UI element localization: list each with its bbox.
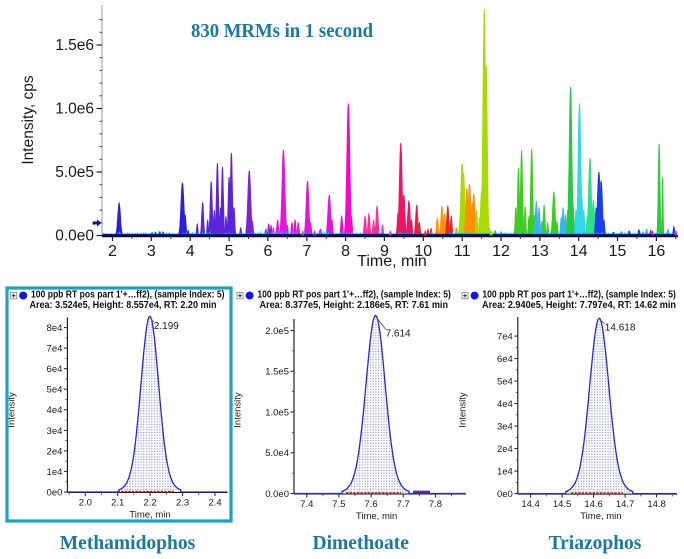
- svg-text:Dimethoate: Dimethoate: [313, 533, 410, 554]
- svg-text:1.0e5: 1.0e5: [265, 407, 289, 418]
- svg-text:2e4: 2e4: [497, 444, 513, 455]
- svg-text:2.0: 2.0: [79, 498, 92, 509]
- svg-text:9: 9: [380, 243, 389, 260]
- svg-text:1.5e6: 1.5e6: [55, 37, 94, 54]
- svg-text:12: 12: [492, 243, 510, 260]
- svg-text:14.618: 14.618: [605, 323, 636, 334]
- svg-text:14.8: 14.8: [647, 499, 666, 510]
- svg-text:13: 13: [531, 243, 549, 260]
- svg-text:1e4: 1e4: [47, 467, 63, 478]
- svg-text:3e4: 3e4: [497, 422, 513, 433]
- svg-text:Triazophos: Triazophos: [549, 533, 642, 554]
- svg-text:4e4: 4e4: [497, 399, 513, 410]
- svg-text:11: 11: [454, 243, 471, 260]
- svg-text:7.6: 7.6: [364, 499, 377, 510]
- svg-text:2.2: 2.2: [143, 498, 156, 509]
- svg-text:0.0e0: 0.0e0: [55, 228, 94, 245]
- svg-text:0e0: 0e0: [497, 489, 513, 500]
- svg-text:100 ppb RT pos part 1'+…ff2),: 100 ppb RT pos part 1'+…ff2), (sample In…: [257, 289, 451, 300]
- svg-text:5e4: 5e4: [47, 385, 63, 396]
- svg-text:1.5e5: 1.5e5: [265, 367, 289, 378]
- svg-text:2.0e5: 2.0e5: [265, 326, 289, 337]
- svg-text:Time, min: Time, min: [356, 511, 397, 522]
- svg-text:0e0: 0e0: [47, 487, 63, 498]
- svg-text:Area: 3.524e5, Height: 8.557e4: Area: 3.524e5, Height: 8.557e4, RT: 2.20…: [30, 300, 217, 311]
- svg-text:7.7: 7.7: [397, 499, 410, 510]
- svg-text:8: 8: [341, 243, 350, 260]
- svg-text:2: 2: [108, 243, 117, 260]
- svg-text:3: 3: [147, 243, 156, 260]
- svg-text:5e4: 5e4: [497, 377, 513, 388]
- svg-text:100 ppb RT pos part 1'+…ff2),: 100 ppb RT pos part 1'+…ff2), (sample In…: [482, 289, 676, 300]
- svg-text:14.5: 14.5: [553, 499, 572, 510]
- svg-text:100 ppb RT pos part 1'+…ff2),: 100 ppb RT pos part 1'+…ff2), (sample In…: [31, 289, 225, 300]
- svg-text:7.8: 7.8: [429, 499, 442, 510]
- svg-text:15: 15: [609, 243, 627, 260]
- svg-text:7.614: 7.614: [386, 328, 411, 339]
- svg-text:14: 14: [570, 243, 588, 260]
- svg-text:6e4: 6e4: [47, 364, 63, 375]
- svg-text:2e4: 2e4: [47, 446, 63, 457]
- svg-text:14.6: 14.6: [584, 499, 603, 510]
- svg-text:6e4: 6e4: [497, 354, 513, 365]
- svg-text:7.5: 7.5: [332, 499, 345, 510]
- svg-text:2.199: 2.199: [154, 321, 179, 332]
- svg-text:5.0e4: 5.0e4: [265, 448, 289, 459]
- svg-text:Intensity: Intensity: [7, 392, 18, 428]
- svg-text:3e4: 3e4: [47, 426, 63, 437]
- svg-text:Time, min: Time, min: [357, 253, 427, 270]
- svg-text:7e4: 7e4: [497, 332, 513, 343]
- svg-text:Time, min: Time, min: [129, 510, 170, 521]
- svg-text:7e4: 7e4: [47, 344, 63, 355]
- svg-text:Area: 8.377e5, Height: 2.186e5: Area: 8.377e5, Height: 2.186e5, RT: 7.61…: [260, 300, 449, 311]
- svg-text:Area: 2.940e5, Height: 7.797e4: Area: 2.940e5, Height: 7.797e4, RT: 14.6…: [482, 300, 676, 311]
- svg-text:Intensity: Intensity: [233, 392, 244, 428]
- svg-text:10: 10: [414, 243, 432, 260]
- svg-text:4e4: 4e4: [47, 405, 63, 416]
- svg-text:14.7: 14.7: [616, 499, 635, 510]
- svg-text:2.3: 2.3: [176, 498, 189, 509]
- svg-text:2.4: 2.4: [208, 498, 221, 509]
- svg-text:Intensity: Intensity: [457, 392, 468, 428]
- svg-text:0.0e0: 0.0e0: [265, 489, 289, 500]
- svg-text:1.0e6: 1.0e6: [55, 101, 94, 118]
- svg-text:Intensity, cps: Intensity, cps: [20, 75, 37, 165]
- svg-text:8e4: 8e4: [47, 323, 63, 334]
- svg-text:4: 4: [186, 243, 195, 260]
- svg-text:5.0e5: 5.0e5: [55, 164, 94, 181]
- svg-text:7.4: 7.4: [300, 499, 313, 510]
- svg-text:1e4: 1e4: [497, 467, 513, 478]
- svg-text:7: 7: [302, 243, 311, 260]
- svg-text:5: 5: [225, 243, 234, 260]
- svg-text:830 MRMs in 1 second: 830 MRMs in 1 second: [191, 20, 374, 42]
- svg-text:16: 16: [648, 243, 666, 260]
- svg-text:Time, min: Time, min: [580, 511, 621, 522]
- svg-text:2.1: 2.1: [111, 498, 124, 509]
- svg-text:Methamidophos: Methamidophos: [60, 533, 196, 554]
- svg-text:14.4: 14.4: [521, 499, 540, 510]
- svg-text:6: 6: [263, 243, 272, 260]
